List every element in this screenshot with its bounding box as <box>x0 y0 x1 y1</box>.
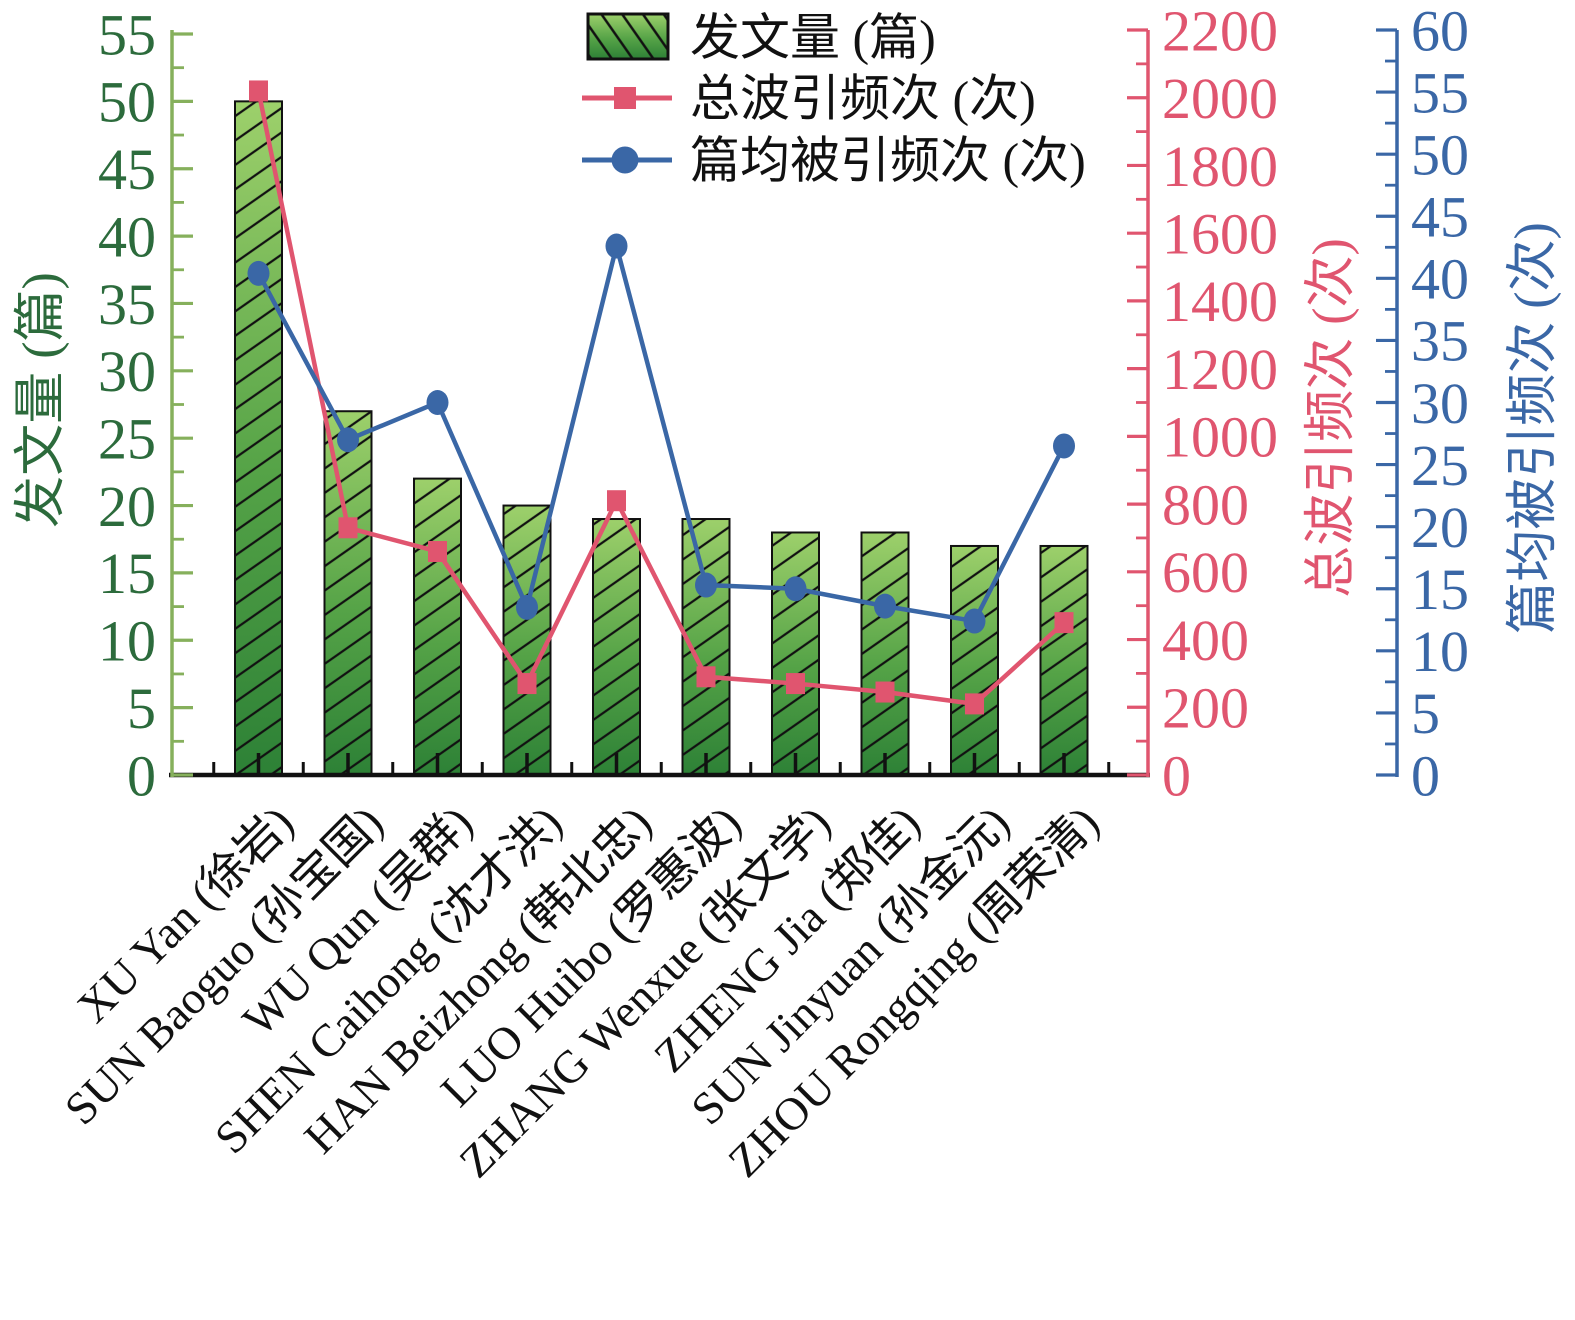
publications-bar-hatch <box>950 544 999 776</box>
legend-avg-citations-marker <box>611 146 639 174</box>
right-axis-avg-citations-tick-label: 25 <box>1411 433 1469 498</box>
publications-bar-hatch <box>1039 544 1089 776</box>
right-axis-avg-citations-tick-label: 0 <box>1411 743 1440 808</box>
left-axis-tick-label: 35 <box>98 272 156 337</box>
right-axis-avg-citations-tick-label: 40 <box>1411 247 1469 312</box>
right-axis-total-citations-tick-label: 600 <box>1162 540 1249 605</box>
avg-citations-marker <box>426 390 449 415</box>
publications-bar-hatch <box>413 477 462 776</box>
total-citations-marker <box>517 673 537 695</box>
right-axis-avg-citations-tick-label: 45 <box>1411 185 1469 250</box>
left-axis-tick-label: 10 <box>98 609 156 674</box>
total-citations-marker <box>338 517 358 539</box>
right-axis-total-citations-tick-label: 2000 <box>1162 66 1278 131</box>
right-axis-avg-citations-tick-label: 15 <box>1411 557 1469 622</box>
publications-bar-hatch <box>234 100 283 776</box>
publications-bar-hatch <box>592 518 641 776</box>
total-citations-marker <box>428 541 447 562</box>
left-axis-tick-label: 25 <box>98 406 156 471</box>
right-axis-total-citations-tick-label: 1600 <box>1162 201 1278 266</box>
right-axis-avg-citations-tick-label: 60 <box>1411 0 1469 63</box>
legend-entry-label: 发文量 (篇) <box>690 10 936 66</box>
right-axis-total-citations-tick-label: 200 <box>1162 676 1249 741</box>
avg-citations-marker <box>247 260 270 286</box>
right-axis-total-citations-title: 总波引频次 (次) <box>1303 238 1360 598</box>
left-axis-title: 发文量 (篇) <box>13 272 70 528</box>
right-axis-avg-citations-tick-label: 5 <box>1411 681 1440 746</box>
avg-citations-marker <box>516 594 538 620</box>
right-axis-avg-citations-tick-label: 30 <box>1411 371 1469 436</box>
right-axis-total-citations-tick-label: 0 <box>1162 743 1191 808</box>
left-axis-tick-label: 0 <box>127 743 156 808</box>
publications-bar-hatch <box>860 531 910 776</box>
legend-entry-label: 篇均被引频次 (次) <box>690 133 1086 189</box>
x-category-labels: XU Yan (徐岩)SUN Baoguo (孙宝国)WU Qun (吴群)SH… <box>55 796 1109 1187</box>
right-axis-avg-citations-tick-label: 35 <box>1411 309 1469 374</box>
right-axis-avg-citations-title: 篇均被引频次 (次) <box>1505 222 1562 634</box>
legend-bar-swatch-hatch <box>586 12 670 61</box>
avg-citations-marker <box>337 427 359 453</box>
total-citations-marker <box>249 80 268 102</box>
total-citations-marker <box>965 693 984 715</box>
total-citations-marker <box>607 490 626 512</box>
left-axis-tick-label: 30 <box>98 339 156 404</box>
total-citations-marker <box>696 666 716 688</box>
right-axis-avg-citations-tick-label: 20 <box>1411 495 1469 560</box>
legend: 发文量 (篇)总波引频次 (次) 篇均被引频次 (次) <box>582 10 1086 189</box>
left-axis-tick-label: 5 <box>127 676 156 741</box>
avg-citations-line <box>256 245 1067 624</box>
publications-bar-hatch <box>323 410 373 776</box>
right-axis-total-citations: 0200400600800100012001400160018002000220… <box>1127 0 1360 808</box>
right-axis-total-citations-tick-label: 1000 <box>1162 405 1278 470</box>
avg-citations-marker <box>605 233 628 259</box>
right-axis-total-citations-tick-label: 1800 <box>1162 134 1278 199</box>
avg-citations-marker <box>874 593 896 619</box>
publications-bars <box>234 100 1089 776</box>
right-axis-avg-citations-tick-label: 55 <box>1411 60 1469 125</box>
left-axis-tick-label: 55 <box>98 2 156 67</box>
right-axis-avg-citations-tick-label: 10 <box>1411 619 1469 684</box>
total-citations-marker <box>875 681 895 703</box>
total-citations-series <box>249 80 1074 715</box>
left-axis-tick-label: 20 <box>98 474 156 539</box>
left-axis-tick-label: 15 <box>98 541 156 606</box>
total-citations-marker <box>1054 612 1074 634</box>
right-axis-avg-citations-tick-label: 50 <box>1411 122 1469 187</box>
total-citations-line <box>256 90 1066 707</box>
publications-bar-hatch <box>771 531 820 776</box>
right-axis-total-citations-tick-label: 800 <box>1162 472 1249 537</box>
left-axis-tick-label: 50 <box>98 70 156 135</box>
left-axis-tick-label: 40 <box>98 204 156 269</box>
avg-citations-marker <box>1053 433 1075 459</box>
right-axis-total-citations-tick-label: 2200 <box>1162 0 1278 63</box>
avg-citations-series <box>247 233 1075 634</box>
legend-entry-label: 总波引频次 (次) <box>690 71 1036 127</box>
right-axis-total-citations-tick-label: 1200 <box>1162 337 1278 402</box>
x-axis <box>169 753 1150 778</box>
avg-citations-marker <box>784 576 807 602</box>
right-axis-total-citations-tick-label: 400 <box>1162 608 1249 673</box>
left-axis-tick-label: 45 <box>98 137 156 202</box>
total-citations-marker <box>786 673 805 695</box>
avg-citations-marker <box>963 608 986 634</box>
avg-citations-marker <box>695 572 717 598</box>
legend-total-citations-marker <box>614 87 636 109</box>
right-axis-total-citations-tick-label: 1400 <box>1162 269 1278 334</box>
